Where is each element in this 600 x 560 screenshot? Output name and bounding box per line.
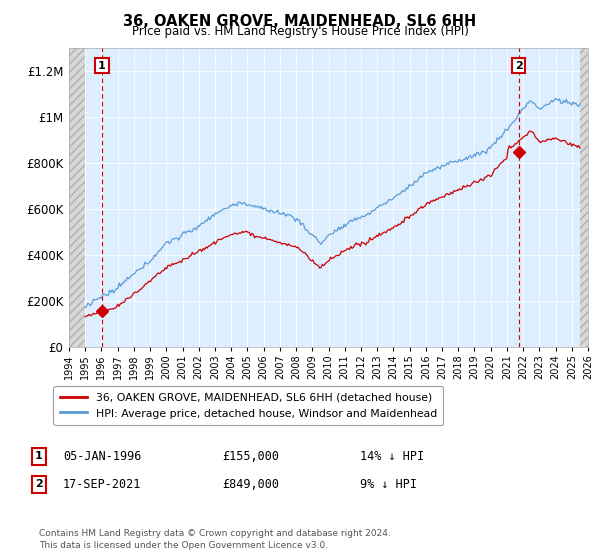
- Legend: 36, OAKEN GROVE, MAIDENHEAD, SL6 6HH (detached house), HPI: Average price, detac: 36, OAKEN GROVE, MAIDENHEAD, SL6 6HH (de…: [53, 386, 443, 425]
- Bar: [69, 48, 85, 347]
- Text: 2: 2: [35, 479, 43, 489]
- Text: £155,000: £155,000: [222, 450, 279, 463]
- Text: Contains HM Land Registry data © Crown copyright and database right 2024.
This d: Contains HM Land Registry data © Crown c…: [39, 529, 391, 550]
- Bar: [580, 48, 588, 347]
- Text: £849,000: £849,000: [222, 478, 279, 491]
- Text: 14% ↓ HPI: 14% ↓ HPI: [360, 450, 424, 463]
- Text: 1: 1: [98, 60, 106, 71]
- Text: 17-SEP-2021: 17-SEP-2021: [63, 478, 142, 491]
- Text: Price paid vs. HM Land Registry's House Price Index (HPI): Price paid vs. HM Land Registry's House …: [131, 25, 469, 38]
- Text: 2: 2: [515, 60, 523, 71]
- Text: 05-JAN-1996: 05-JAN-1996: [63, 450, 142, 463]
- Text: 9% ↓ HPI: 9% ↓ HPI: [360, 478, 417, 491]
- Text: 1: 1: [35, 451, 43, 461]
- Text: 36, OAKEN GROVE, MAIDENHEAD, SL6 6HH: 36, OAKEN GROVE, MAIDENHEAD, SL6 6HH: [124, 14, 476, 29]
